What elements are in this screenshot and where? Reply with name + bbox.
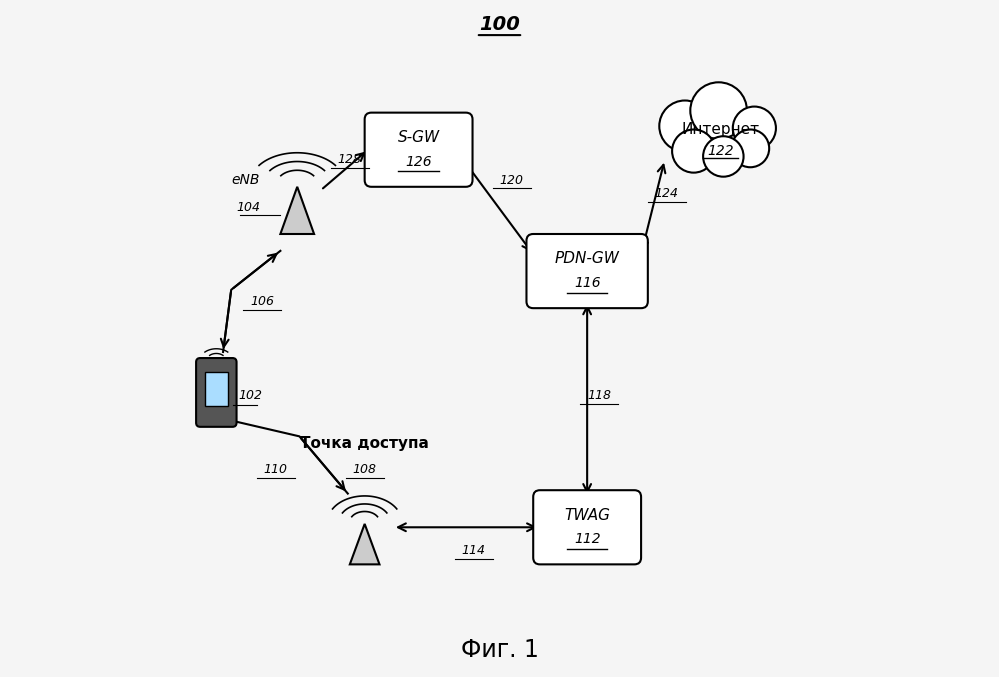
FancyBboxPatch shape bbox=[526, 234, 647, 308]
Text: 120: 120 bbox=[500, 173, 523, 187]
Text: 106: 106 bbox=[250, 295, 274, 308]
Text: 118: 118 bbox=[587, 389, 611, 402]
Text: 110: 110 bbox=[264, 464, 288, 477]
Circle shape bbox=[690, 83, 747, 139]
Circle shape bbox=[731, 129, 769, 167]
Text: Фиг. 1: Фиг. 1 bbox=[461, 638, 538, 662]
Polygon shape bbox=[350, 524, 380, 565]
Text: Точка доступа: Точка доступа bbox=[301, 435, 430, 450]
Text: 104: 104 bbox=[236, 200, 260, 213]
FancyBboxPatch shape bbox=[205, 372, 228, 406]
FancyBboxPatch shape bbox=[533, 490, 641, 565]
Polygon shape bbox=[281, 187, 314, 234]
Circle shape bbox=[703, 136, 743, 177]
Text: 128: 128 bbox=[338, 153, 362, 167]
Text: 112: 112 bbox=[573, 532, 600, 546]
Text: eNB: eNB bbox=[232, 173, 260, 187]
Text: 108: 108 bbox=[353, 464, 377, 477]
Text: 114: 114 bbox=[462, 544, 486, 557]
Text: 116: 116 bbox=[573, 276, 600, 290]
Text: TWAG: TWAG bbox=[564, 508, 610, 523]
Text: 100: 100 bbox=[480, 16, 519, 35]
Circle shape bbox=[733, 106, 776, 150]
Text: 126: 126 bbox=[406, 155, 432, 169]
Circle shape bbox=[672, 129, 715, 173]
FancyBboxPatch shape bbox=[365, 112, 473, 187]
FancyBboxPatch shape bbox=[196, 358, 237, 427]
Text: S-GW: S-GW bbox=[398, 130, 440, 145]
Text: 122: 122 bbox=[707, 144, 734, 158]
Text: 102: 102 bbox=[238, 389, 262, 402]
Text: 124: 124 bbox=[654, 187, 678, 200]
Text: PDN-GW: PDN-GW bbox=[554, 251, 619, 267]
Text: Интернет: Интернет bbox=[681, 122, 759, 137]
Circle shape bbox=[659, 100, 710, 152]
